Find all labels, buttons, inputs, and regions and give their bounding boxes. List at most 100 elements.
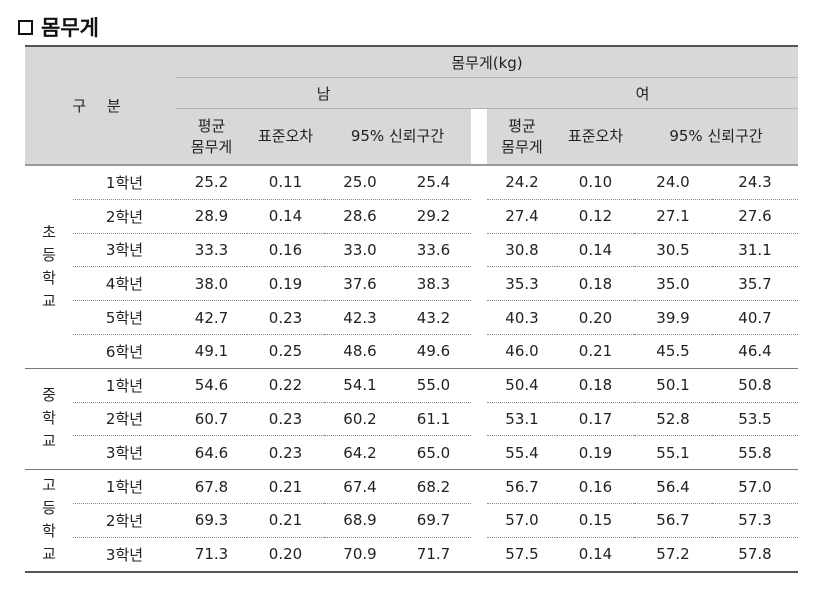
school-level-char: 학 <box>42 268 56 287</box>
school-level-char: 학 <box>42 522 56 541</box>
male-ci-upper-cell: 68.2 <box>396 469 471 504</box>
female-se-cell: 0.20 <box>557 300 634 335</box>
grade-cell: 1학년 <box>73 163 176 200</box>
table-header: 구 분 몸무게(kg) 남 여 평균 몸무게 표준오차 95% 신뢰구간 평균 … <box>25 46 799 166</box>
female-mean-cell: 50.4 <box>487 368 557 403</box>
table-row: 2학년 60.7 0.23 60.2 61.1 53.1 0.17 52.8 53.5 <box>25 402 799 437</box>
male-ci-lower-cell: 70.9 <box>343 545 377 564</box>
male-mean-cell: 71.3 <box>194 545 229 564</box>
female-ci-upper-cell: 55.8 <box>712 435 799 471</box>
column-spacer <box>471 163 487 200</box>
female-se-cell: 0.14 <box>557 233 634 268</box>
column-spacer <box>471 537 487 571</box>
male-ci-upper-cell: 25.4 <box>396 163 471 200</box>
male-mean-cell: 64.6 <box>176 435 247 471</box>
male-ci-upper-cell: 69.7 <box>396 503 471 538</box>
grade-cell: 1학년 <box>73 368 176 403</box>
female-ci-header: 95% 신뢰구간 <box>634 108 799 166</box>
female-ci-lower-cell: 55.1 <box>634 435 712 471</box>
male-mean-cell: 28.9 <box>176 199 247 234</box>
table-row: 4학년 38.0 0.19 37.6 38.3 35.3 0.18 35.0 35.7 <box>25 266 799 302</box>
female-se-cell: 0.19 <box>557 435 634 471</box>
column-spacer <box>471 368 487 402</box>
school-level-char: 초 <box>42 222 56 241</box>
male-se-cell: 0.23 <box>247 300 324 335</box>
male-se-cell: 0.21 <box>247 503 324 538</box>
female-se-cell: 0.14 <box>578 545 613 564</box>
female-ci-upper-cell: 53.5 <box>712 402 799 437</box>
female-mean-cell: 53.1 <box>487 402 557 437</box>
male-mean-cell: 49.1 <box>176 334 247 369</box>
female-ci-lower-cell: 30.5 <box>634 233 712 268</box>
male-ci-lower-cell: 64.2 <box>324 435 396 471</box>
grade-cell: 2학년 <box>73 199 176 234</box>
male-mean-header: 평균 몸무게 <box>176 108 247 166</box>
male-ci-upper-cell: 49.6 <box>396 334 471 369</box>
school-level-char: 고 <box>42 476 56 495</box>
column-spacer <box>471 199 487 233</box>
female-mean-cell: 27.4 <box>487 199 557 234</box>
female-ci-lower-cell: 39.9 <box>634 300 712 335</box>
weight-header: 몸무게(kg) <box>176 46 799 78</box>
male-se-cell: 0.23 <box>247 402 324 437</box>
female-se-cell: 0.21 <box>557 334 634 369</box>
table-row: 3학년 71.3 0.20 70.9 71.7 57.5 0.14 57.2 57.8 <box>25 537 798 571</box>
table-row: 2학년 69.3 0.21 68.9 69.7 57.0 0.15 56.7 57.3 <box>25 503 799 538</box>
checkbox-square-icon <box>18 19 33 35</box>
female-ci-upper-cell: 31.1 <box>712 233 799 268</box>
female-mean-cell: 56.7 <box>487 469 557 504</box>
gubun-header: 구 분 <box>25 46 176 165</box>
male-ci-lower-cell: 33.0 <box>324 233 396 268</box>
female-mean-cell: 30.8 <box>487 233 557 268</box>
male-se-cell: 0.23 <box>247 435 324 471</box>
grade-cell: 3학년 <box>105 545 144 564</box>
female-mean-header: 평균 몸무게 <box>487 108 557 166</box>
male-ci-lower-cell: 54.1 <box>324 368 396 403</box>
table-row: 3학년 64.6 0.23 64.2 65.0 55.4 0.19 55.1 55.8 <box>25 435 799 471</box>
female-ci-lower-cell: 35.0 <box>634 266 712 302</box>
male-ci-lower-cell: 60.2 <box>324 402 396 437</box>
weight-table: 구 분 몸무게(kg) 남 여 평균 몸무게 표준오차 95% 신뢰구간 평균 … <box>25 45 799 573</box>
female-se-cell: 0.15 <box>557 503 634 538</box>
male-mean-cell: 67.8 <box>176 469 247 504</box>
male-ci-lower-cell: 67.4 <box>324 469 396 504</box>
female-ci-upper-cell: 24.3 <box>712 163 799 200</box>
female-mean-cell: 57.5 <box>505 545 539 564</box>
female-header: 여 <box>487 77 799 109</box>
male-se-cell: 0.19 <box>247 266 324 302</box>
male-se-cell: 0.22 <box>247 368 324 403</box>
female-ci-lower-cell: 56.4 <box>634 469 712 504</box>
female-mean-cell: 46.0 <box>487 334 557 369</box>
male-ci-upper-cell: 55.0 <box>396 368 471 403</box>
male-mean-cell: 69.3 <box>176 503 247 538</box>
table-row: 6학년 49.1 0.25 48.6 49.6 46.0 0.21 45.5 46.4 <box>25 334 799 369</box>
male-ci-lower-cell: 37.6 <box>324 266 396 302</box>
female-ci-upper-cell: 57.0 <box>712 469 799 504</box>
table-row: 고 등 학 교 1학년 67.8 0.21 67.4 68.2 56.7 0.16 56.4 57.0 <box>25 469 799 563</box>
section-title-label: 몸무게 <box>41 16 99 40</box>
female-se-header: 표준오차 <box>557 108 634 166</box>
school-level-char: 교 <box>42 291 56 310</box>
male-mean-cell: 33.3 <box>176 233 247 268</box>
mean-line1: 평균 <box>197 116 226 135</box>
school-level-char: 교 <box>42 545 56 564</box>
female-ci-lower-cell: 57.2 <box>656 545 690 564</box>
table-row: 중 학 교 1학년 54.6 0.22 54.1 55.0 50.4 0.18 50.1 50.8 <box>25 368 799 471</box>
grade-cell: 5학년 <box>73 300 176 335</box>
male-mean-cell: 25.2 <box>176 163 247 200</box>
school-level-char: 학 <box>42 409 56 428</box>
female-se-cell: 0.12 <box>557 199 634 234</box>
male-ci-lower-cell: 25.0 <box>324 163 396 200</box>
female-ci-upper-cell: 57.3 <box>712 503 799 538</box>
male-se-header: 표준오차 <box>247 108 324 166</box>
female-ci-upper-cell: 57.8 <box>738 545 772 564</box>
school-level-char: 교 <box>42 432 56 451</box>
male-ci-upper-cell: 43.2 <box>396 300 471 335</box>
table-row: 3학년 33.3 0.16 33.0 33.6 30.8 0.14 30.5 31.1 <box>25 233 799 268</box>
mean-line2: 몸무게 <box>190 137 233 156</box>
